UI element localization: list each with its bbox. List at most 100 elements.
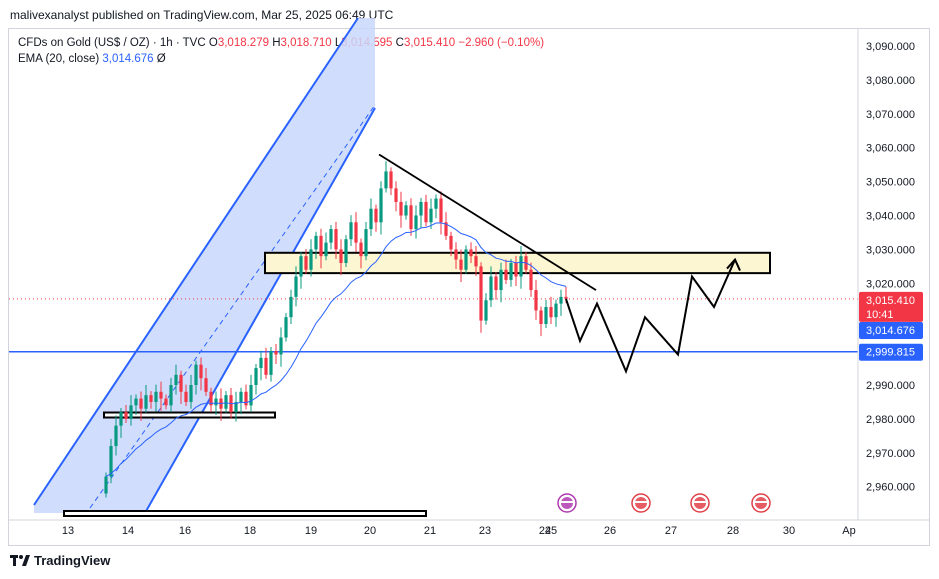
y-tick-label: 3,020.000 — [866, 278, 915, 290]
candle-body — [564, 296, 568, 299]
candle-body — [189, 385, 193, 402]
candle-body — [249, 385, 253, 406]
candle — [114, 415, 118, 456]
publisher-header: malivexanalyst published on TradingView.… — [10, 8, 394, 22]
candle-body — [394, 188, 398, 202]
candle — [184, 384, 188, 407]
candle-body — [264, 357, 268, 375]
candle-body — [164, 398, 168, 406]
candle-body — [444, 222, 448, 236]
candle — [374, 204, 378, 232]
candle — [279, 327, 283, 367]
y-tick-label: 2,960.000 — [866, 482, 915, 494]
last-price-tag-text: 3,015.410 — [866, 295, 915, 307]
ema-label[interactable]: EMA (20, close) — [18, 53, 100, 65]
us-flag-icon-stripe — [635, 501, 647, 503]
candle-body — [109, 446, 113, 477]
candle — [319, 228, 323, 269]
candle — [424, 194, 428, 227]
candle-body — [454, 249, 458, 260]
candle-body — [429, 208, 433, 223]
y-tick-label: 3,060.000 — [866, 143, 915, 155]
candle — [399, 191, 403, 228]
candle-body — [534, 290, 538, 311]
candle — [129, 395, 133, 426]
candle-body — [389, 171, 393, 189]
candle-body — [409, 205, 413, 230]
x-tick-label: 25 — [545, 525, 557, 537]
candle — [104, 472, 108, 498]
y-tick-label: 3,040.000 — [866, 211, 915, 223]
us-flag-icon-stripe — [694, 501, 706, 503]
candle — [244, 384, 248, 410]
candle-body — [139, 398, 143, 409]
candle-body — [169, 385, 173, 406]
candle — [249, 374, 253, 413]
hline-price-tag-bg — [859, 343, 923, 361]
candle — [269, 347, 273, 382]
ohlc-close-label: C — [395, 37, 404, 49]
candle-body — [509, 262, 513, 280]
candle-body — [549, 307, 553, 318]
candle-body — [244, 391, 248, 406]
candle-body — [319, 235, 323, 257]
candle — [209, 387, 213, 413]
x-tick-label: 16 — [179, 525, 191, 537]
candle-body — [279, 337, 283, 355]
candle — [449, 231, 453, 257]
y-tick-label: 3,090.000 — [866, 41, 915, 53]
candle-body — [379, 188, 383, 223]
candle-body — [504, 269, 508, 280]
x-tick-label: 21 — [424, 525, 436, 537]
candle-body — [294, 276, 298, 297]
candle-body — [224, 395, 228, 409]
x-tick-label: 24 — [539, 525, 551, 537]
candle — [469, 242, 473, 263]
candle-body — [554, 303, 558, 318]
candle — [504, 259, 508, 284]
candle — [314, 231, 318, 259]
candle-body — [159, 391, 163, 399]
x-tick-label: 19 — [305, 525, 317, 537]
ohlc-open-label: O — [208, 37, 218, 49]
candle-body — [324, 242, 328, 257]
candle-body — [124, 412, 128, 419]
candle-body — [434, 198, 438, 209]
x-tick-label: 27 — [665, 525, 677, 537]
tradingview-footer[interactable]: TradingView — [10, 553, 110, 568]
ema-price-tag-bg — [859, 322, 923, 339]
candle-body — [469, 249, 473, 257]
candle — [394, 181, 398, 212]
ema-line: EMA (20, close) 3,014.676 Ø — [18, 51, 544, 67]
candle — [539, 306, 543, 337]
candle — [359, 238, 363, 269]
ema-extra-icon: Ø — [156, 53, 166, 65]
x-tick-label: 14 — [122, 525, 134, 537]
candle — [454, 242, 458, 270]
candle — [224, 391, 228, 413]
ohlc-change: −2.960 (−0.10%) — [458, 37, 545, 49]
ascending-channel-fill — [34, 18, 375, 513]
hline-price-tag: 2,999.815 — [859, 343, 923, 361]
candle-body — [494, 276, 498, 291]
ema-value: 3,014.676 — [102, 53, 154, 65]
candle-body — [154, 391, 158, 402]
candle-body — [449, 235, 453, 250]
event-earnings-icon-stripe — [561, 501, 573, 503]
candle-body — [349, 222, 353, 240]
candle — [379, 181, 383, 235]
candle — [354, 212, 358, 253]
candle — [164, 394, 168, 410]
candle-body — [299, 256, 303, 277]
candle — [294, 266, 298, 307]
candle — [519, 246, 523, 289]
candle-body — [374, 208, 378, 223]
symbol-name[interactable]: CFDs on Gold (US$ / OZ) · 1h · TVC — [18, 37, 206, 49]
candle — [364, 221, 368, 261]
candle-body — [479, 266, 483, 321]
chart-frame — [8, 28, 930, 546]
candle-body — [314, 235, 318, 250]
channel-upper-line — [33, 17, 359, 506]
candle — [459, 249, 463, 282]
